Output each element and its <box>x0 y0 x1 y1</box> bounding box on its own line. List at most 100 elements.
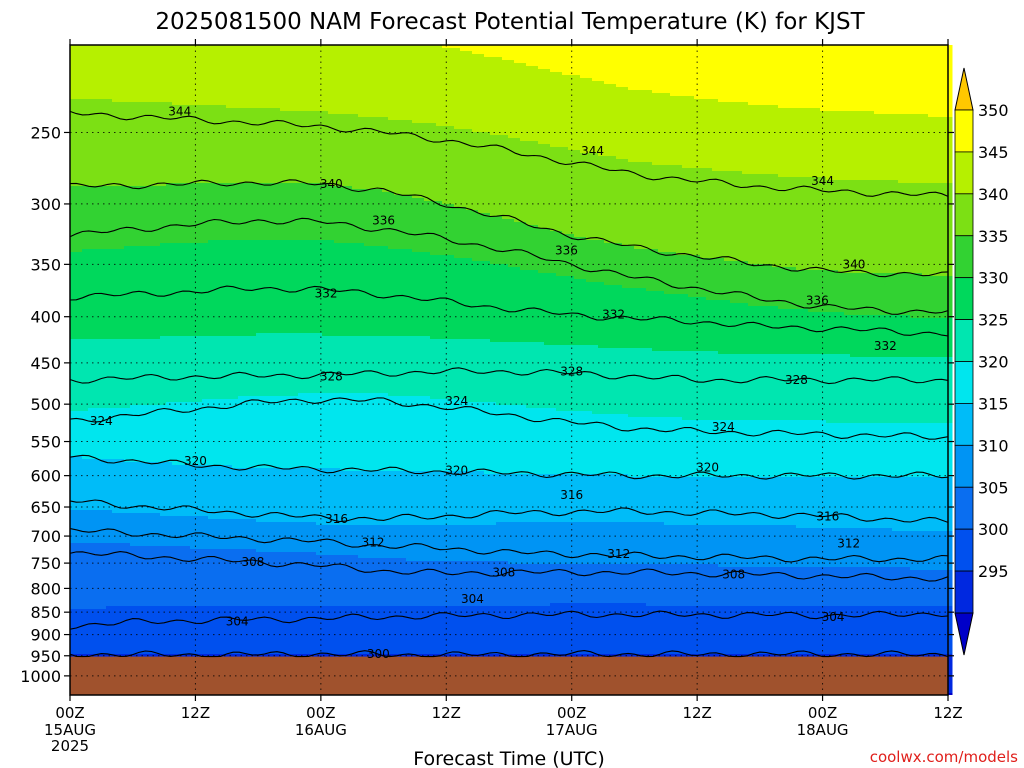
fill-cell <box>358 525 365 559</box>
fill-cell <box>106 510 113 544</box>
fill-cell <box>112 606 119 655</box>
fill-cell <box>166 402 173 463</box>
fill-cell <box>646 291 653 349</box>
fill-cell <box>298 522 305 553</box>
fill-cell <box>724 102 731 172</box>
fill-cell <box>466 561 473 607</box>
fill-cell <box>250 108 257 184</box>
fill-cell <box>364 606 371 655</box>
fill-cell <box>118 45 125 103</box>
fill-cell <box>448 45 455 49</box>
fill-cell <box>616 243 623 286</box>
fill-cell <box>844 273 851 316</box>
fill-cell <box>844 567 851 607</box>
fill-cell <box>496 522 503 562</box>
fill-cell <box>274 183 281 241</box>
fill-cell <box>634 603 641 655</box>
fill-cell <box>400 336 407 397</box>
fill-cell <box>382 525 389 559</box>
fill-cell <box>454 207 461 259</box>
fill-cell <box>544 606 551 655</box>
fill-cell <box>826 606 833 655</box>
fill-cell <box>640 249 647 289</box>
fill-cell <box>730 45 737 103</box>
x-tick-label: 00Z <box>557 704 586 722</box>
fill-cell <box>604 84 611 157</box>
fill-cell <box>280 111 287 184</box>
fill-cell <box>490 57 497 136</box>
fill-cell <box>688 351 695 421</box>
fill-cell <box>262 45 269 109</box>
fill-cell <box>298 45 305 112</box>
fill-cell <box>202 606 209 655</box>
fill-cell <box>124 462 131 514</box>
fill-cell <box>358 45 365 118</box>
fill-cell <box>196 465 203 517</box>
fill-cell <box>520 564 527 607</box>
fill-cell <box>574 411 581 475</box>
fill-cell <box>70 510 77 544</box>
fill-cell <box>880 114 887 181</box>
fill-cell <box>856 606 863 655</box>
fill-cell <box>562 345 569 412</box>
fill-cell <box>286 552 293 607</box>
fill-cell <box>574 345 581 412</box>
fill-cell <box>742 174 749 262</box>
fill-cell <box>796 354 803 421</box>
fill-cell <box>892 180 899 274</box>
fill-cell <box>412 471 419 526</box>
fill-cell <box>220 45 227 106</box>
fill-cell <box>172 105 179 184</box>
fill-cell <box>130 186 137 247</box>
fill-cell <box>658 291 665 352</box>
colorbar-bin <box>954 528 974 572</box>
fill-cell <box>652 93 659 166</box>
fill-cell <box>766 606 773 655</box>
fill-cell <box>526 141 533 226</box>
fill-cell <box>340 555 347 607</box>
fill-cell <box>172 402 179 466</box>
contour-line-308 <box>69 551 949 582</box>
fill-cell <box>244 549 251 607</box>
fill-cell <box>328 468 335 526</box>
fill-cell <box>388 525 395 559</box>
colorbar-bin <box>954 277 974 320</box>
fill-cell <box>184 45 191 106</box>
colorbar-label: 300 <box>978 520 1009 539</box>
fill-cell <box>580 279 587 346</box>
fill-cell <box>472 402 479 472</box>
fill-cell <box>850 357 857 424</box>
fill-cell <box>724 606 731 655</box>
fill-cell <box>274 108 281 184</box>
fill-cell <box>232 336 239 400</box>
fill-cell <box>544 522 551 565</box>
fill-cell <box>838 45 845 112</box>
fill-cell <box>748 567 755 607</box>
fill-cell <box>412 123 419 199</box>
fill-cell <box>532 45 539 67</box>
fill-cell <box>550 72 557 148</box>
fill-cell <box>664 93 671 166</box>
fill-cell <box>580 474 587 523</box>
fill-cell <box>190 45 197 106</box>
fill-cell <box>394 336 401 397</box>
x-tick-label: 00Z <box>55 704 84 722</box>
fill-cell <box>634 417 641 478</box>
fill-cell <box>358 189 365 244</box>
fill-cell <box>478 339 485 403</box>
fill-cell <box>736 45 743 103</box>
fill-cell <box>94 459 101 511</box>
colorbar-bin <box>954 319 974 362</box>
fill-cell <box>772 45 779 106</box>
fill-cell <box>724 525 731 568</box>
fill-cell <box>88 510 95 544</box>
fill-cell <box>664 477 671 526</box>
colorbar-bin <box>954 193 974 237</box>
fill-cell <box>196 243 203 337</box>
fill-cell <box>682 351 689 421</box>
fill-cell <box>460 51 467 130</box>
fill-cell <box>832 528 839 568</box>
fill-cell <box>868 273 875 316</box>
fill-cell <box>388 249 395 337</box>
fill-cell <box>304 468 311 523</box>
